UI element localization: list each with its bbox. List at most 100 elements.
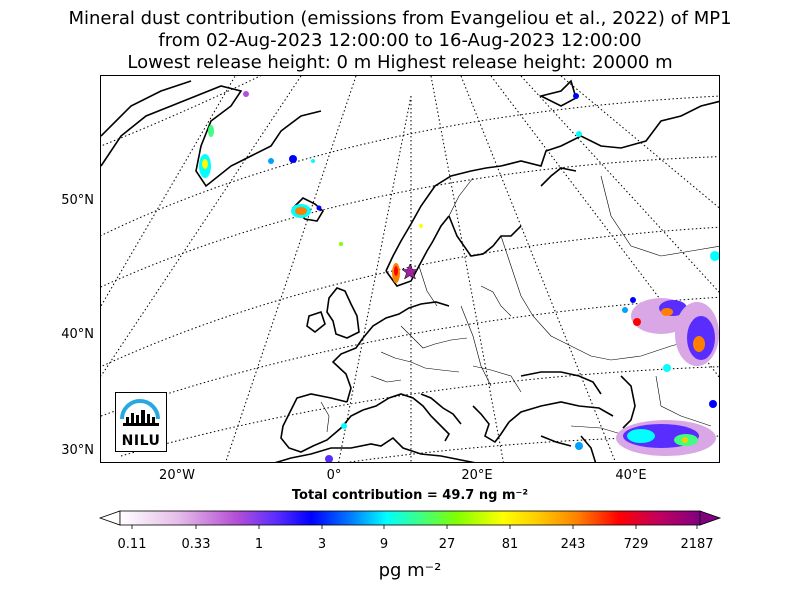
lat-label-30n: 30°N [61, 443, 94, 458]
lon-line-50e [560, 76, 719, 209]
coast-iceland [291, 197, 325, 222]
dust-patch-greenland-f [243, 91, 249, 97]
lon-line-30w [101, 76, 302, 377]
lon-line-40w [101, 76, 236, 307]
coast-adriatic [420, 393, 462, 425]
dust-field [199, 91, 719, 462]
lat-label-50n: 50°N [61, 193, 94, 208]
dust-patch-arabia-core [682, 437, 688, 443]
border-poland-east [460, 305, 492, 387]
lat-line-50n [101, 226, 719, 368]
dust-patch-greenland-b [208, 125, 214, 137]
coast-russia-north [500, 100, 719, 167]
coast-france-west [331, 337, 364, 403]
dust-patch-mc [622, 307, 628, 313]
release-site-star-icon [401, 263, 419, 280]
lon-label-20w: 20°W [159, 468, 195, 483]
coast-great-britain [326, 287, 360, 339]
nilu-logo-icon [120, 399, 160, 426]
map-panel [100, 75, 720, 463]
dust-patch-levant [575, 442, 583, 450]
coast-norway [385, 165, 502, 272]
dust-patch-mb [633, 318, 641, 326]
country-borders [320, 175, 719, 439]
lon-line-10w [338, 95, 412, 462]
coastlines [101, 79, 719, 462]
dust-patch-arabia-a [627, 429, 655, 443]
lon-label-20e: 20°E [461, 468, 493, 483]
dust-patch-north-atlantic [339, 242, 343, 246]
colorbar-tick-3: 3 [317, 537, 327, 552]
colorbar-tick-9: 2187 [680, 537, 714, 552]
colorbar-high-arrow [699, 510, 722, 526]
dust-patch-arctic-a [573, 93, 579, 99]
coast-novaya-zemlya [538, 79, 577, 107]
coast-greenland-north [101, 80, 192, 137]
lat-line-55n [101, 156, 719, 288]
lon-label-0: 0° [326, 468, 342, 483]
dust-patch-caspian-a-core [661, 308, 673, 316]
dust-patch-greenland-c [289, 155, 297, 163]
lon-line-10e [430, 76, 504, 462]
coast-greenland [101, 85, 322, 188]
border-alps [370, 375, 402, 383]
border-russia-south [570, 337, 702, 361]
dust-patch-greenland-e [311, 159, 315, 163]
lon-label-40e: 40°E [615, 468, 647, 483]
coast-black-sea-south [508, 401, 614, 423]
coast-north-sea [362, 301, 450, 339]
coast-north-africa [274, 436, 476, 462]
colorbar-tick-6: 81 [501, 537, 519, 552]
lat-line-40n [120, 366, 719, 457]
border-norway-sweden [418, 265, 438, 307]
colorbar-unit-label: pg m⁻² [378, 560, 442, 581]
dust-patch-ma [630, 297, 636, 303]
dust-patch-greenland-d [268, 158, 274, 164]
border-finland [448, 177, 474, 217]
dust-patch-mf [709, 400, 717, 408]
chart-title-line3: Lowest release height: 0 m Highest relea… [127, 52, 673, 73]
colorbar-gradient [119, 510, 701, 526]
lat-label-40n: 40°N [61, 327, 94, 342]
border-baltics [480, 285, 512, 317]
dust-patch-greenland-a-core [202, 159, 208, 169]
dust-patch-md [663, 364, 671, 372]
coast-caspian [620, 375, 636, 429]
border-spain-portugal [320, 401, 330, 433]
dust-patch-arctic-b [576, 131, 582, 137]
colorbar-low-arrow [98, 510, 121, 526]
dust-patch-norway-b [419, 224, 423, 228]
map-canvas [101, 76, 719, 462]
coast-cyprus [540, 435, 572, 447]
lat-line-70n [101, 76, 262, 147]
border-central-europe [380, 351, 460, 373]
coast-iberia [280, 393, 364, 453]
colorbar-tick-5: 27 [438, 537, 456, 552]
border-central-asia [655, 375, 712, 427]
total-contribution: Total contribution = 49.7 ng m⁻² [291, 488, 529, 503]
colorbar-ticks [131, 525, 698, 529]
colorbar [98, 510, 722, 529]
coast-levant [580, 435, 597, 462]
dust-patch-central-asia-core [693, 336, 705, 352]
dust-patch-iceland-core [295, 207, 307, 215]
colorbar-tick-7: 243 [560, 537, 586, 552]
nilu-logo-text: NILU [121, 433, 161, 449]
dust-patch-iberia [341, 423, 347, 429]
border-russia-kazakh [600, 175, 719, 257]
coast-baltic [448, 215, 522, 257]
colorbar-tick-2: 1 [254, 537, 264, 552]
colorbar-tick-1: 0.33 [181, 537, 211, 552]
colorbar-tick-8: 729 [623, 537, 649, 552]
nilu-logo: NILU [115, 392, 167, 452]
border-russia-west [500, 235, 572, 347]
border-balkans [472, 365, 522, 393]
coast-black-sea-north [520, 371, 602, 395]
colorbar-tick-0: 0.11 [117, 537, 147, 552]
lon-line-20e [460, 76, 616, 462]
coast-italy-west [362, 393, 450, 442]
lon-line-20w [225, 76, 357, 462]
chart-title-line2: from 02-Aug-2023 12:00:00 to 16-Aug-2023… [158, 30, 642, 51]
chart-title-line1: Mineral dust contribution (emissions fro… [68, 8, 732, 29]
lat-line-60n [101, 95, 719, 237]
